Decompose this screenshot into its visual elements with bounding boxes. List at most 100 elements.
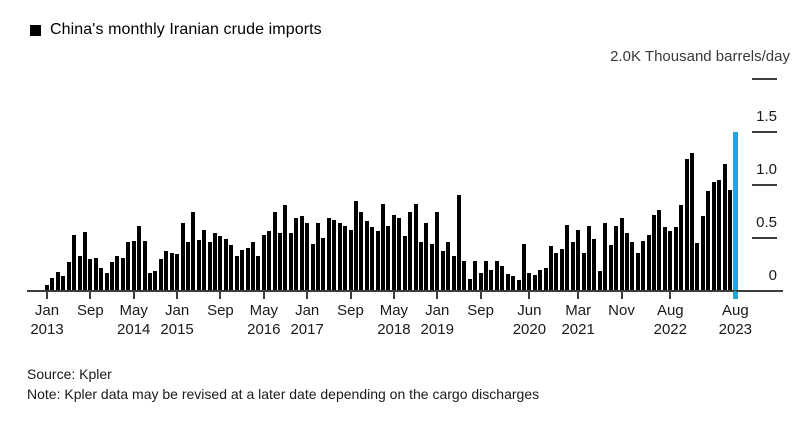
x-tick bbox=[620, 291, 623, 299]
bar bbox=[180, 223, 185, 290]
bar bbox=[592, 239, 597, 290]
bar bbox=[554, 252, 559, 290]
bar bbox=[646, 234, 651, 290]
x-tick-label: Aug 2023 bbox=[718, 302, 753, 338]
bar bbox=[115, 256, 120, 290]
bar bbox=[213, 232, 218, 290]
bar bbox=[397, 217, 402, 290]
x-tick bbox=[528, 291, 531, 299]
bar bbox=[245, 247, 250, 290]
bar bbox=[619, 217, 624, 290]
bar bbox=[77, 256, 82, 290]
bar bbox=[310, 244, 315, 290]
x-tick bbox=[89, 291, 92, 299]
bar bbox=[326, 217, 331, 290]
x-tick bbox=[262, 291, 265, 299]
bar bbox=[305, 223, 310, 290]
bar bbox=[635, 252, 640, 290]
bar bbox=[652, 214, 657, 290]
x-tick-label: Sep bbox=[337, 302, 364, 319]
bar bbox=[288, 232, 293, 290]
bar bbox=[61, 276, 66, 290]
x-tick-label: Sep bbox=[207, 302, 234, 319]
bar bbox=[446, 242, 451, 290]
x-tick-label: Jan 2015 bbox=[160, 302, 194, 338]
bar bbox=[72, 234, 77, 290]
x-tick bbox=[479, 291, 482, 299]
x-tick-label: Jan 2019 bbox=[420, 302, 454, 338]
x-tick bbox=[306, 291, 309, 299]
legend-square-icon bbox=[30, 24, 41, 36]
bar bbox=[353, 200, 358, 290]
bar bbox=[391, 214, 396, 290]
bar bbox=[467, 279, 472, 290]
note-text: Note: Kpler data may be revised at a lat… bbox=[27, 386, 540, 402]
legend: China's monthly Iranian crude imports bbox=[30, 21, 322, 39]
bar bbox=[364, 221, 369, 290]
bar bbox=[191, 211, 196, 290]
bar bbox=[164, 250, 169, 290]
bar bbox=[169, 252, 174, 290]
bar bbox=[695, 243, 700, 290]
bar bbox=[299, 215, 304, 290]
bar bbox=[614, 226, 619, 290]
bar bbox=[511, 276, 516, 290]
bar bbox=[494, 261, 499, 290]
x-tick bbox=[734, 291, 737, 299]
bar bbox=[147, 272, 152, 290]
bar bbox=[727, 190, 732, 290]
bar bbox=[429, 244, 434, 290]
bar bbox=[484, 261, 489, 290]
y-tick-label: 0 bbox=[768, 267, 777, 284]
bar bbox=[424, 223, 429, 290]
bar bbox=[381, 204, 386, 290]
bar bbox=[218, 235, 223, 290]
x-tick-label: May 2014 bbox=[117, 302, 151, 338]
bar bbox=[82, 231, 87, 290]
bar bbox=[153, 270, 158, 290]
bar bbox=[684, 158, 689, 290]
bar bbox=[126, 242, 131, 290]
bar bbox=[99, 267, 104, 290]
bar bbox=[451, 256, 456, 290]
bar bbox=[408, 211, 413, 290]
bar bbox=[137, 226, 142, 290]
bar bbox=[570, 242, 575, 290]
bar bbox=[418, 242, 423, 290]
bar bbox=[386, 226, 391, 290]
bar bbox=[549, 246, 554, 290]
x-tick bbox=[349, 291, 352, 299]
bar bbox=[717, 179, 722, 290]
bar bbox=[679, 205, 684, 290]
bar bbox=[45, 284, 49, 290]
bar bbox=[478, 272, 483, 290]
chart-title: China's monthly Iranian crude imports bbox=[50, 21, 322, 38]
bar bbox=[722, 163, 727, 290]
bar bbox=[657, 210, 662, 290]
bar bbox=[283, 205, 288, 290]
bar bbox=[321, 238, 326, 290]
bar bbox=[131, 241, 136, 290]
x-tick bbox=[132, 291, 135, 299]
bar bbox=[440, 250, 445, 290]
x-tick-label: May 2016 bbox=[247, 302, 281, 338]
bar bbox=[641, 241, 646, 290]
y-tick-label: 0.5 bbox=[756, 214, 777, 231]
y-tick bbox=[752, 237, 777, 239]
bar bbox=[316, 223, 320, 290]
bar bbox=[559, 248, 564, 290]
x-tick-label: Jan 2013 bbox=[30, 302, 64, 338]
x-tick-label: May 2018 bbox=[377, 302, 411, 338]
y-tick bbox=[752, 78, 777, 80]
bar bbox=[104, 272, 109, 290]
x-tick-label: Aug 2022 bbox=[653, 302, 687, 338]
bar bbox=[88, 259, 93, 290]
bar bbox=[120, 258, 125, 290]
y-tick-label: 1.0 bbox=[756, 161, 777, 178]
bar bbox=[543, 267, 548, 290]
bar bbox=[402, 235, 407, 290]
bar bbox=[50, 278, 55, 290]
source-text: Source: Kpler bbox=[27, 366, 112, 382]
bar-highlighted bbox=[733, 132, 739, 299]
